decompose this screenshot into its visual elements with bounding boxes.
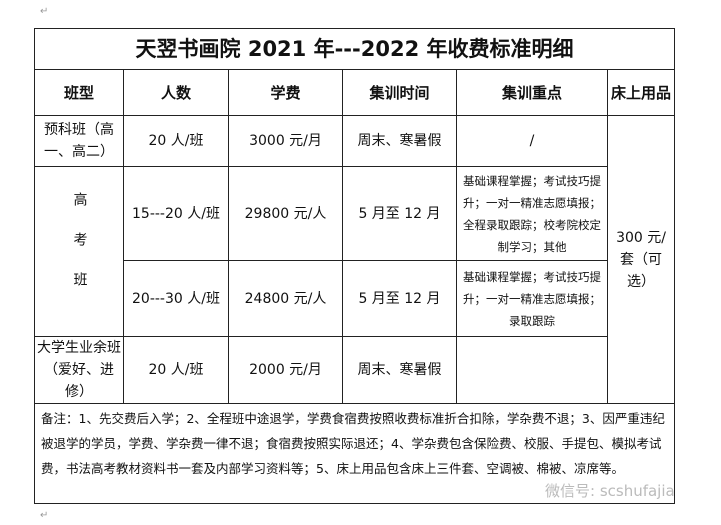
class-count: 15---20 人/班 — [123, 166, 229, 261]
class-type: 高考班 — [34, 166, 124, 337]
class-focus: 基础课程掌握；考试技巧提升；一对一精准志愿填报；录取跟踪 — [456, 260, 608, 337]
class-focus — [456, 336, 608, 404]
class-fee: 29800 元/人 — [228, 166, 343, 261]
class-time: 周末、寒暑假 — [342, 336, 457, 404]
class-count: 20 人/班 — [123, 336, 229, 404]
class-type: 大学生业余班（爱好、进修） — [34, 336, 124, 404]
bedding-price: 300 元/套（可选） — [606, 115, 676, 404]
paragraph-mark: ↵ — [40, 510, 49, 521]
class-fee: 24800 元/人 — [228, 260, 343, 337]
class-count: 20---30 人/班 — [123, 260, 229, 337]
header-count: 人数 — [123, 69, 229, 116]
notes: 备注：1、先交费后入学；2、全程班中途退学，学费食宿费按照收费标准折合扣除，学杂… — [33, 403, 676, 504]
class-fee: 3000 元/月 — [228, 115, 343, 167]
header-time: 集训时间 — [342, 69, 457, 116]
class-time: 5 月至 12 月 — [342, 166, 457, 261]
header-fee: 学费 — [228, 69, 343, 116]
header-bedding: 床上用品 — [606, 69, 676, 116]
class-time: 5 月至 12 月 — [342, 260, 457, 337]
class-fee: 2000 元/月 — [228, 336, 343, 404]
class-type: 预科班（高一、高二） — [34, 115, 124, 167]
class-count: 20 人/班 — [123, 115, 229, 167]
class-focus: / — [456, 115, 608, 167]
header-focus: 集训重点 — [456, 69, 608, 116]
paragraph-mark: ↵ — [40, 6, 49, 17]
class-focus: 基础课程掌握；考试技巧提升；一对一精准志愿填报；全程录取跟踪；校考院校定制学习；… — [456, 166, 608, 261]
watermark: 微信号: scshufajia — [545, 482, 675, 500]
fee-table: 天翌书画院 2021 年---2022 年收费标准明细 班型 人数 学费 集训时… — [33, 28, 676, 504]
table-title: 天翌书画院 2021 年---2022 年收费标准明细 — [33, 28, 676, 70]
class-time: 周末、寒暑假 — [342, 115, 457, 167]
header-class: 班型 — [34, 69, 124, 116]
